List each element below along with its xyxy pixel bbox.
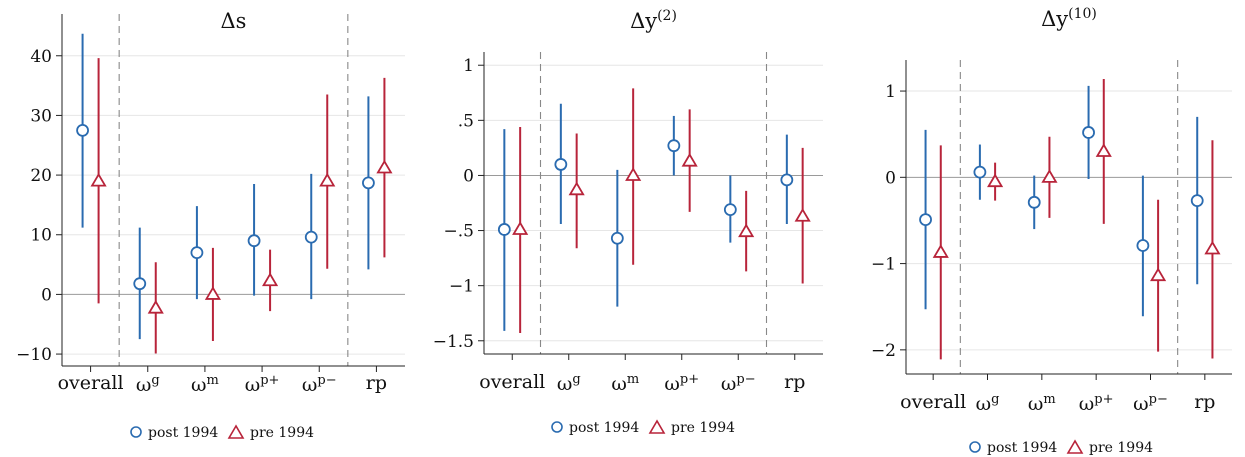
data-point-post bbox=[190, 246, 204, 260]
y-tick-label: 1 bbox=[463, 56, 474, 76]
x-tick-label-6: rp bbox=[366, 372, 387, 394]
y-tick-label: −1 bbox=[449, 277, 474, 297]
data-point-post bbox=[554, 158, 568, 171]
x-tick-label-6: rp bbox=[784, 371, 805, 393]
x-tick-label-4: ωp+ bbox=[1079, 392, 1114, 416]
chart-panel-1: 40 30 20 10 0 −10 overall ωg ωm ωp+ ωp− rp Δs post 19… bbox=[16, 9, 405, 441]
data-point-post bbox=[973, 165, 987, 179]
x-tick-label-2: ωg bbox=[976, 392, 1000, 416]
x-tick-label-1: overall bbox=[479, 371, 545, 393]
legend-label-post: post 1994 bbox=[569, 420, 639, 436]
data-point-pre bbox=[738, 223, 755, 238]
data-point-pre bbox=[932, 244, 949, 258]
y-tick-label: −1.5 bbox=[433, 332, 474, 352]
data-point-pre bbox=[987, 173, 1004, 188]
data-point-post bbox=[723, 203, 737, 217]
data-point-pre bbox=[376, 159, 393, 174]
data-point-post bbox=[247, 234, 261, 248]
y-tick-label: .5 bbox=[458, 111, 474, 131]
legend: post 1994 pre 1994 bbox=[130, 424, 314, 441]
data-point-post bbox=[780, 173, 794, 187]
chart-title: Δs bbox=[221, 9, 247, 33]
y-tick-label: 30 bbox=[30, 106, 52, 126]
legend-marker-pre bbox=[227, 424, 245, 439]
y-tick-label: 0 bbox=[41, 285, 52, 305]
data-point-post bbox=[362, 176, 375, 190]
legend-label-pre: pre 1994 bbox=[671, 420, 735, 436]
y-tick-label: 10 bbox=[30, 226, 52, 246]
data-point-post bbox=[76, 123, 89, 137]
data-point-pre bbox=[512, 221, 529, 235]
data-point-pre bbox=[681, 152, 698, 167]
x-tick-label-2: ωg bbox=[136, 373, 160, 397]
data-point-pre bbox=[147, 299, 164, 314]
data-point-post bbox=[610, 231, 624, 245]
chart-title: Δy(2) bbox=[630, 8, 677, 33]
chart-panel-3: 1 0 −1 −2 overall ωg ωm ωp+ ωp− rp Δy(10) post 1994… bbox=[871, 6, 1232, 456]
legend-label-post: post 1994 bbox=[987, 440, 1057, 456]
x-tick-label-5: ωp− bbox=[721, 372, 756, 396]
x-tick-label-3: ωm bbox=[611, 372, 639, 396]
data-point-pre bbox=[794, 207, 811, 222]
y-tick-label: 0 bbox=[885, 168, 896, 188]
data-point-pre bbox=[568, 181, 585, 196]
legend-marker-pre bbox=[648, 419, 666, 434]
data-point-pre bbox=[262, 272, 279, 287]
data-point-post bbox=[1190, 194, 1204, 208]
y-tick-label: −10 bbox=[16, 345, 52, 365]
x-tick-label-5: ωp− bbox=[1133, 392, 1168, 416]
legend-marker-pre bbox=[1066, 439, 1084, 454]
y-tick-label: −2 bbox=[871, 341, 896, 361]
x-tick-label-5: ωp− bbox=[302, 373, 337, 397]
data-point-pre bbox=[1204, 240, 1221, 255]
legend-marker-post bbox=[969, 441, 981, 453]
y-tick-label: 0 bbox=[463, 166, 474, 186]
x-tick-label-6: rp bbox=[1194, 391, 1215, 413]
x-tick-label-4: ωp+ bbox=[664, 372, 699, 396]
data-point-pre bbox=[1095, 143, 1112, 157]
x-tick-label-3: ωm bbox=[191, 373, 219, 397]
y-tick-label: 40 bbox=[30, 47, 52, 67]
x-tick-label-2: ωg bbox=[557, 372, 581, 396]
legend-marker-post bbox=[130, 426, 142, 438]
data-point-post bbox=[667, 139, 681, 153]
data-point-post bbox=[133, 277, 147, 291]
y-tick-label: −1 bbox=[871, 255, 896, 275]
data-point-pre bbox=[625, 167, 642, 181]
data-point-pre bbox=[1041, 169, 1058, 183]
x-tick-label-3: ωm bbox=[1028, 392, 1056, 416]
data-point-pre bbox=[1150, 267, 1167, 282]
data-point-post bbox=[1082, 126, 1095, 139]
data-point-pre bbox=[204, 286, 221, 300]
legend: post 1994 pre 1994 bbox=[969, 439, 1153, 456]
legend-label-pre: pre 1994 bbox=[1089, 440, 1153, 456]
data-point-post bbox=[1027, 195, 1041, 209]
x-tick-label-1: overall bbox=[58, 372, 124, 394]
legend-label-pre: pre 1994 bbox=[250, 425, 314, 441]
legend-marker-post bbox=[551, 421, 563, 433]
data-point-pre bbox=[90, 172, 107, 187]
chart-title: Δy(10) bbox=[1041, 6, 1097, 31]
data-point-post bbox=[1136, 239, 1150, 252]
legend-label-post: post 1994 bbox=[148, 425, 218, 441]
data-point-post bbox=[919, 213, 932, 226]
x-tick-label-1: overall bbox=[900, 391, 966, 413]
data-point-post bbox=[497, 223, 511, 236]
y-tick-label: 1 bbox=[885, 82, 896, 102]
data-point-pre bbox=[319, 172, 336, 187]
y-tick-label: −.5 bbox=[444, 222, 474, 242]
y-tick-label: 20 bbox=[30, 166, 52, 186]
data-point-post bbox=[304, 230, 318, 244]
x-tick-label-4: ωp+ bbox=[245, 373, 280, 397]
legend: post 1994 pre 1994 bbox=[551, 419, 735, 436]
